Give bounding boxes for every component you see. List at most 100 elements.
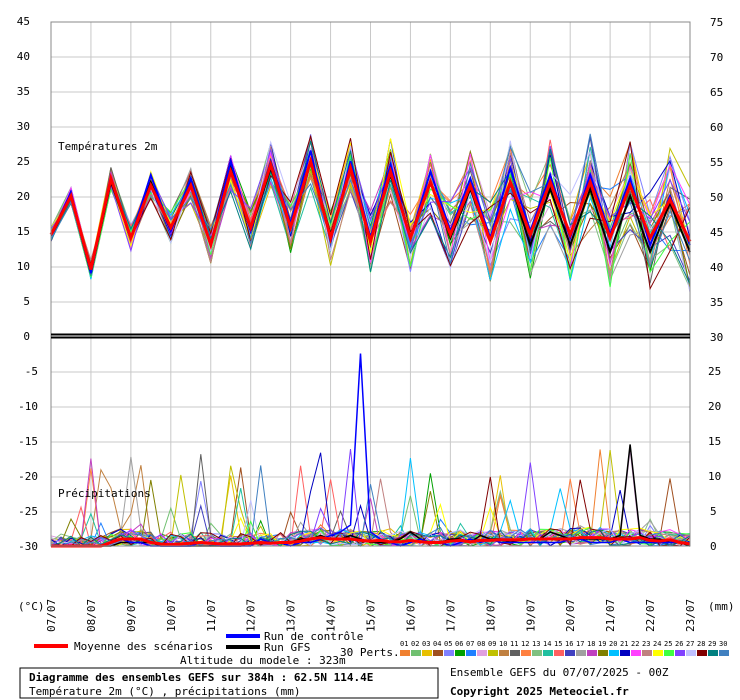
date-tick-label: 15/07	[365, 599, 378, 632]
pert-swatch	[609, 650, 619, 656]
right-tick-label: 55	[710, 156, 723, 169]
axes: 454035302520151050-5-10-15-20-25-3075706…	[17, 15, 724, 632]
right-tick-label: 10	[708, 470, 721, 483]
right-tick-label: 40	[710, 261, 723, 274]
date-tick-label: 17/07	[444, 599, 457, 632]
pert-legend: 01 02 03 04 05 06 07 08 09 10 11 12 13 14 15 16 17 18 19 20…	[400, 640, 729, 656]
pert-number: 14	[543, 640, 551, 648]
left-tick-label: 20	[17, 190, 30, 203]
left-tick-label: 0	[23, 330, 30, 343]
footer-title: Diagramme des ensembles GEFS sur 384h : …	[29, 671, 373, 684]
right-tick-label: 60	[710, 121, 723, 134]
pert-swatch	[719, 650, 729, 656]
pert-number: 10	[499, 640, 507, 648]
left-tick-label: 10	[17, 260, 30, 273]
pert-swatch	[675, 650, 685, 656]
left-tick-label: 5	[23, 295, 30, 308]
pert-swatch	[686, 650, 696, 656]
pert-number: 06	[455, 640, 463, 648]
right-tick-label: 70	[710, 51, 723, 64]
right-tick-label: 30	[710, 331, 723, 344]
date-tick-label: 11/07	[205, 599, 218, 632]
left-tick-label: 45	[17, 15, 30, 28]
date-tick-label: 16/07	[404, 599, 417, 632]
left-tick-label: 15	[17, 225, 30, 238]
pert-swatch	[620, 650, 630, 656]
title-box	[19, 667, 439, 699]
date-tick-label: 13/07	[285, 599, 298, 632]
left-unit-label: (°C)	[18, 600, 45, 613]
pert-swatch	[433, 650, 443, 656]
pert-number: 02	[411, 640, 419, 648]
mean-precip-line	[51, 536, 691, 548]
right-tick-label: 35	[710, 296, 723, 309]
pert-number: 22	[631, 640, 639, 648]
date-tick-label: 10/07	[165, 599, 178, 632]
pert-number: 21	[620, 640, 628, 648]
pert-swatch	[477, 650, 487, 656]
pert-number: 18	[587, 640, 595, 648]
pert-number: 30	[719, 640, 727, 648]
footer-subtitle: Température 2m (°C) , précipitations (mm…	[29, 685, 301, 698]
pert-precip-line	[51, 465, 691, 548]
left-tick-label: 35	[17, 85, 30, 98]
pert-swatch	[565, 650, 575, 656]
plot-frame	[50, 21, 691, 547]
pert-number: 09	[488, 640, 496, 648]
pert-swatch	[422, 650, 432, 656]
pert-swatch	[642, 650, 652, 656]
pert-number: 25	[664, 640, 672, 648]
pert-number: 11	[510, 640, 518, 648]
left-tick-label: 25	[17, 155, 30, 168]
date-tick-label: 18/07	[484, 599, 497, 632]
right-tick-label: 20	[708, 400, 721, 413]
pert-swatch	[631, 650, 641, 656]
pert-temp-line	[50, 134, 691, 291]
pert-swatch	[554, 650, 564, 656]
pert-swatch	[466, 650, 476, 656]
pert-number: 26	[675, 640, 683, 648]
pert-number: 13	[532, 640, 540, 648]
left-tick-label: 40	[17, 50, 30, 63]
left-tick-label: -15	[18, 435, 38, 448]
right-tick-label: 65	[710, 86, 723, 99]
date-tick-label: 20/07	[564, 599, 577, 632]
pert-number: 16	[565, 640, 573, 648]
pert-number: 28	[697, 640, 705, 648]
pert-swatch	[488, 650, 498, 656]
pert-number: 27	[686, 640, 694, 648]
temperature-panel-label: Températures 2m	[58, 140, 158, 153]
pert-number: 07	[466, 640, 474, 648]
right-tick-label: 15	[708, 435, 721, 448]
left-tick-label: -5	[25, 365, 38, 378]
pert-temp-line	[50, 145, 691, 273]
pert-swatch	[499, 650, 509, 656]
pert-swatch	[510, 650, 520, 656]
pert-number: 08	[477, 640, 485, 648]
left-tick-label: -30	[18, 540, 38, 553]
pert-swatch	[653, 650, 663, 656]
right-tick-label: 25	[708, 365, 721, 378]
pert-number: 03	[422, 640, 430, 648]
right-unit-label: (mm)	[708, 600, 735, 613]
date-tick-label: 14/07	[325, 599, 338, 632]
right-tick-label: 50	[710, 191, 723, 204]
legend-gfs-label: Run GFS	[264, 641, 310, 654]
mean-temp-line	[49, 155, 692, 270]
pert-number: 05	[444, 640, 452, 648]
legend-mean-label: Moyenne des scénarios	[74, 640, 213, 653]
pert-number: 01	[400, 640, 408, 648]
pert-swatch	[576, 650, 586, 656]
pert-number: 17	[576, 640, 584, 648]
left-tick-label: -10	[18, 400, 38, 413]
date-tick-label: 23/07	[684, 599, 697, 632]
ensemble-date: Ensemble GEFS du 07/07/2025 - 00Z	[450, 666, 669, 679]
pert-number: 24	[653, 640, 661, 648]
legend-perts-label: 30 Perts.	[340, 646, 400, 659]
precipitation-panel-label: Précipitations	[58, 487, 151, 500]
date-tick-label: 08/07	[85, 599, 98, 632]
date-tick-label: 12/07	[245, 599, 258, 632]
left-tick-label: 30	[17, 120, 30, 133]
pert-swatch	[543, 650, 553, 656]
